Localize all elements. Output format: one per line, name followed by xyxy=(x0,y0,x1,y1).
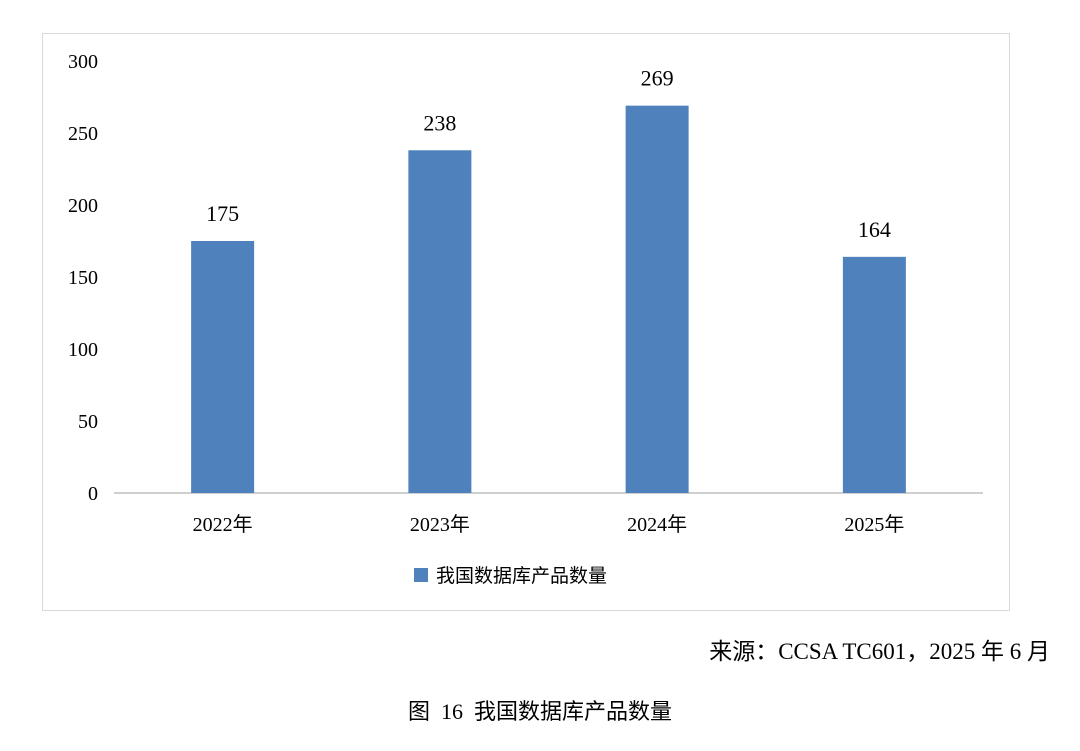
bar xyxy=(842,256,906,493)
bar xyxy=(625,105,689,493)
x-tick-label: 2025年 xyxy=(844,513,904,536)
chart-frame: 0 50 100 150 200 250 300 175 2022年 238 2023年 269 202… xyxy=(42,33,1010,611)
data-label: 175 xyxy=(206,201,239,226)
legend-label: 我国数据库产品数量 xyxy=(436,565,607,587)
x-tick-label: 2024年 xyxy=(627,513,687,536)
bar xyxy=(191,241,255,493)
source-note: 来源：CCSA TC601，2025 年 6 月 xyxy=(709,639,1050,664)
y-tick-label: 0 xyxy=(88,483,98,505)
data-label: 269 xyxy=(641,66,674,91)
y-tick-label: 200 xyxy=(68,195,98,217)
y-tick-label: 150 xyxy=(68,267,98,289)
y-tick-label: 100 xyxy=(68,339,98,361)
bar xyxy=(408,150,472,493)
x-tick-label: 2023年 xyxy=(410,513,470,536)
bar-chart: 0 50 100 150 200 250 300 175 2022年 238 2023年 269 202… xyxy=(68,51,983,587)
legend-swatch xyxy=(414,568,428,582)
figure-caption: 图 16 我国数据库产品数量 xyxy=(407,699,672,724)
y-tick-label: 50 xyxy=(78,411,98,433)
y-tick-label: 300 xyxy=(68,51,98,73)
y-tick-label: 250 xyxy=(68,123,98,145)
data-label: 164 xyxy=(858,217,891,242)
x-tick-label: 2022年 xyxy=(193,513,253,536)
data-label: 238 xyxy=(423,110,456,135)
